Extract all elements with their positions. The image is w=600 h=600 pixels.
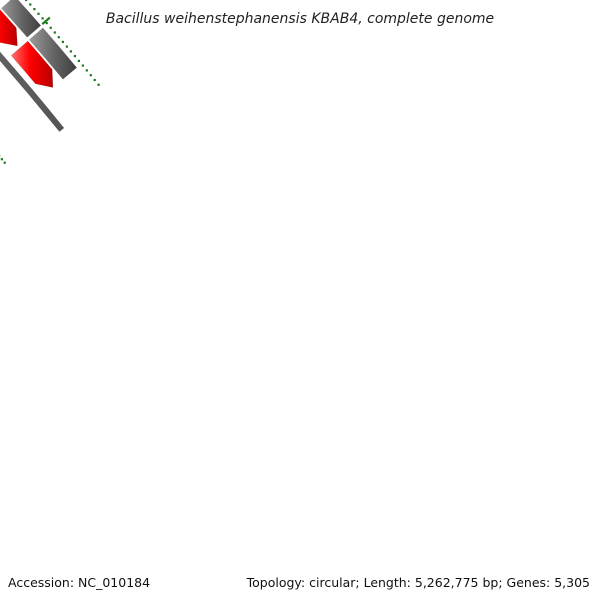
gc-mark (61, 40, 64, 43)
backbone-ring (0, 51, 65, 132)
genome-backbone (0, 51, 65, 132)
accession-text: Accession: NC_010184 (8, 575, 154, 590)
gc-mark (81, 64, 84, 67)
gc-mark (57, 36, 60, 39)
gc-mark (0, 158, 4, 161)
gc-mark (33, 8, 36, 11)
reverse-track-feature (29, 27, 77, 80)
gc-mark (97, 83, 100, 86)
forward-cds-arrow (10, 40, 54, 88)
gc-dash (41, 16, 51, 26)
feature-tracks (0, 0, 77, 88)
gc-mark (73, 55, 76, 58)
map-title: Bacillus weihenstephanensis KBAB4, compl… (106, 11, 494, 27)
gc-mark (89, 74, 92, 77)
gc-mark (49, 26, 52, 29)
gc-mark (25, 0, 28, 1)
forward-cds-arrow (0, 9, 18, 47)
gc-mark (53, 31, 56, 34)
gc-mark (77, 59, 80, 62)
gc-mark (3, 161, 6, 164)
gc-mark (37, 12, 40, 15)
gc-mark (45, 22, 48, 25)
gc-mark (69, 50, 72, 53)
topology-text: Topology: circular; Length: 5,262,775 bp… (242, 575, 590, 590)
gc-mark (85, 69, 88, 72)
gc-mark (65, 45, 68, 48)
gc-skew-track (0, 0, 100, 164)
gc-mark (29, 3, 32, 6)
gc-mark (41, 17, 44, 20)
reverse-track-feature (1, 0, 42, 38)
gc-mark (93, 78, 96, 82)
